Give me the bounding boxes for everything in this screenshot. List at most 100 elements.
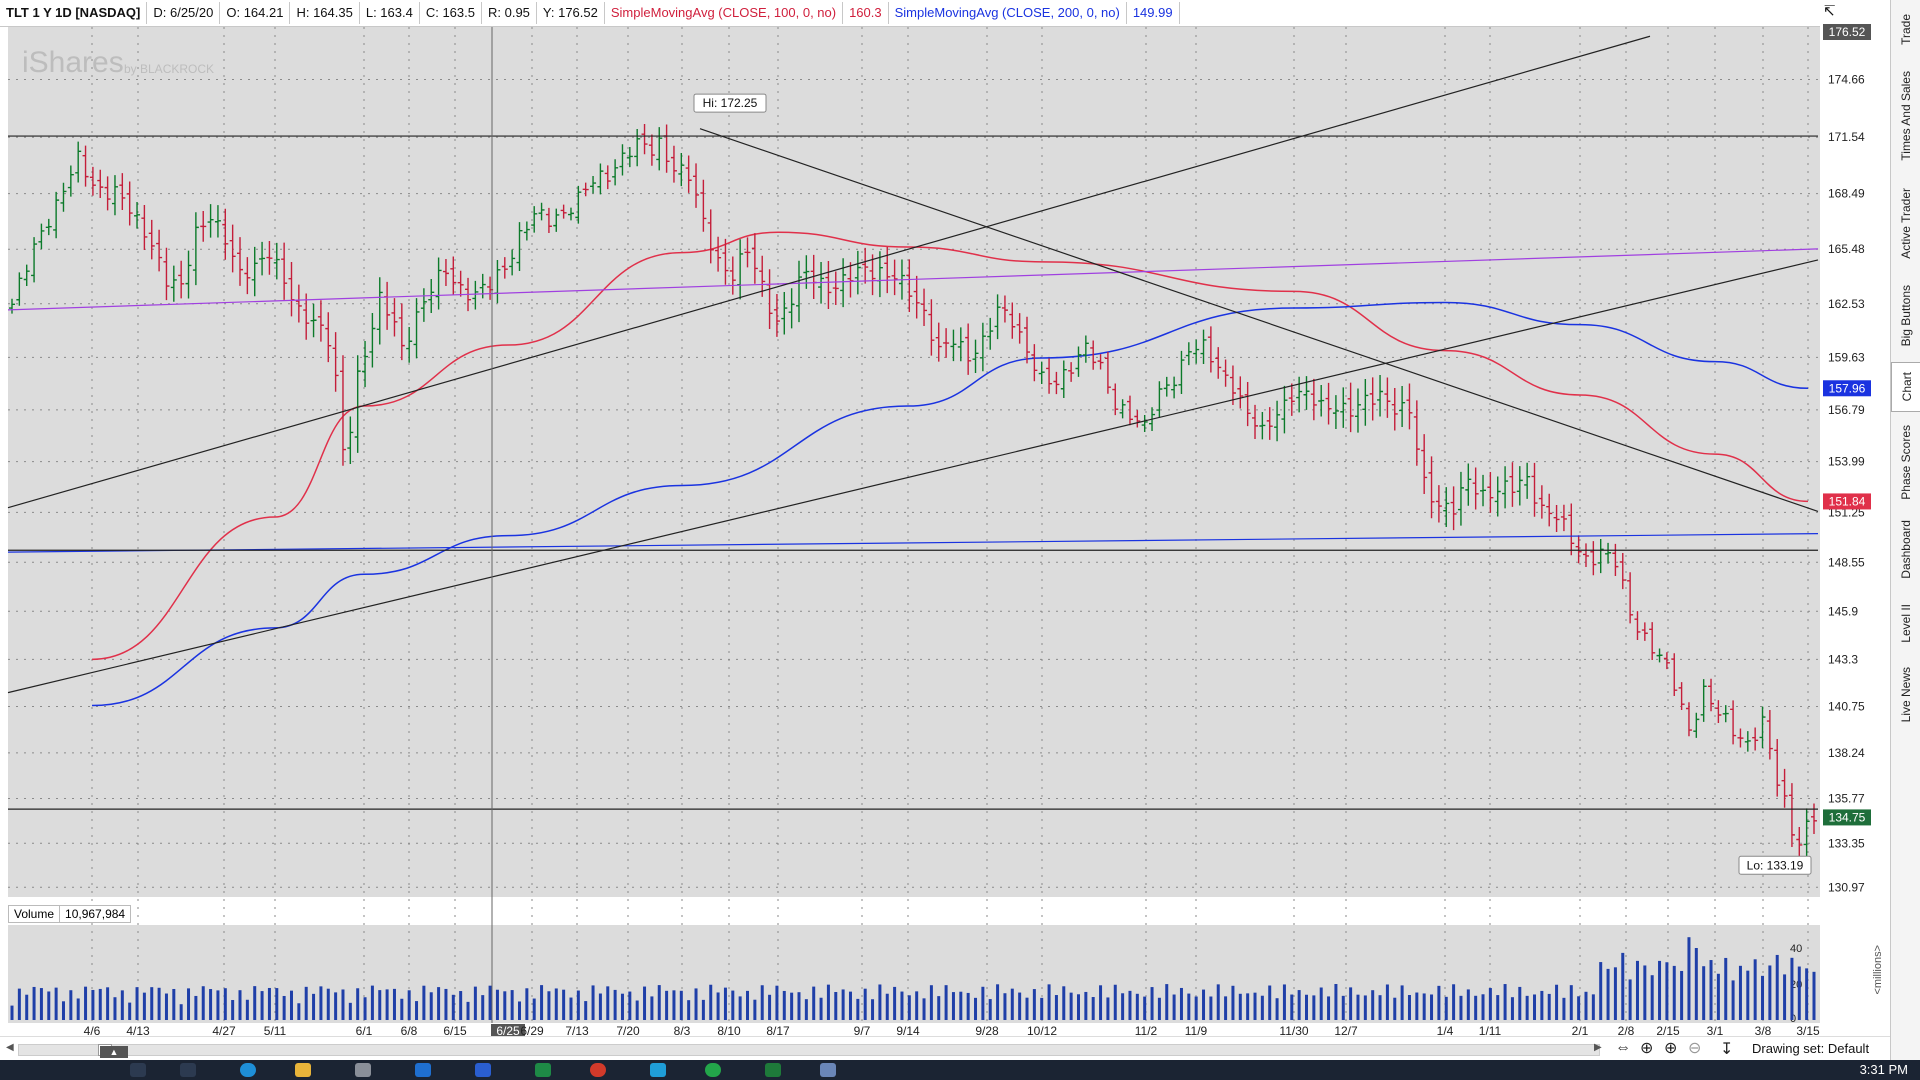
- price-bar: [347, 416, 354, 465]
- volume-bar: [996, 984, 1000, 1020]
- app-blue-icon[interactable]: [820, 1063, 836, 1077]
- price-bar: [641, 123, 648, 155]
- excel-icon[interactable]: [535, 1063, 551, 1077]
- low-value: L: 163.4: [360, 2, 420, 24]
- blue-support-trendline[interactable]: [7, 533, 1819, 553]
- volume-bar: [194, 995, 198, 1020]
- sidebar-tab-live-news[interactable]: Live News: [1891, 660, 1920, 730]
- sidebar-tab-chart[interactable]: Chart: [1891, 362, 1920, 412]
- sidebar-tab-phase-scores[interactable]: Phase Scores: [1891, 418, 1920, 506]
- price-bar: [715, 236, 722, 272]
- rising-trendline-lower[interactable]: [7, 259, 1819, 694]
- sidebar-tab-label: Trade: [1899, 13, 1913, 45]
- price-bar: [1104, 351, 1111, 394]
- drawing-tool-icon[interactable]: ↧: [1720, 1041, 1734, 1058]
- volume-bar: [481, 995, 485, 1020]
- zoom-reset-icon[interactable]: ▲: [100, 1046, 128, 1058]
- sidebar-tab-label: Phase Scores: [1899, 424, 1913, 500]
- volume-bar: [1113, 984, 1117, 1020]
- mail-icon[interactable]: [415, 1063, 431, 1077]
- zoom-out-icon[interactable]: ⊖: [1688, 1040, 1702, 1057]
- sidebar-tab-label: Dashboard: [1899, 519, 1913, 579]
- volume-bar: [1650, 975, 1654, 1020]
- volume-bar: [1106, 997, 1110, 1020]
- price-bar: [1663, 652, 1670, 670]
- app-green-icon[interactable]: [705, 1063, 721, 1077]
- sidebar-tab-times-and-sales[interactable]: Times And Sales: [1891, 62, 1920, 170]
- volume-bar: [731, 990, 735, 1020]
- volume-bar: [746, 990, 750, 1020]
- drawing-set-label[interactable]: Drawing set: Default: [1752, 1041, 1870, 1056]
- volume-bar: [1290, 994, 1294, 1020]
- volume-bar: [834, 992, 838, 1020]
- word-icon[interactable]: [475, 1063, 491, 1077]
- price-bar: [420, 288, 427, 322]
- app-icon[interactable]: [650, 1063, 666, 1077]
- scroll-left-icon[interactable]: ◀: [6, 1042, 14, 1053]
- price-bar: [1178, 350, 1185, 394]
- thinkorswim-icon[interactable]: [765, 1063, 781, 1077]
- price-chart[interactable]: iShares by BLACKROCK Hi: 172.25 Lo: 133.1…: [0, 0, 1890, 1036]
- zoom-in-icon[interactable]: ⊕: [1664, 1040, 1678, 1057]
- price-bar: [1560, 504, 1567, 532]
- chart-style-icon[interactable]: ↸: [1823, 3, 1836, 20]
- price-bar: [1502, 466, 1509, 509]
- sma200-study-label[interactable]: SimpleMovingAvg (CLOSE, 200, 0, no): [889, 2, 1127, 24]
- scroll-right-icon[interactable]: ▶: [1594, 1042, 1602, 1053]
- volume-bar: [922, 998, 926, 1020]
- volume-bar: [988, 999, 992, 1020]
- symbol-label[interactable]: TLT 1 Y 1D [NASDAQ]: [0, 2, 148, 24]
- x-tick-label: 6/8: [401, 1024, 418, 1036]
- y-tick-label: 171.54: [1828, 130, 1865, 144]
- volume-bar: [1054, 995, 1058, 1020]
- volume-bar: [701, 999, 705, 1020]
- chrome-icon[interactable]: [590, 1063, 606, 1077]
- drawn-trendlines[interactable]: [7, 35, 1819, 810]
- volume-bar: [929, 985, 933, 1020]
- falling-trendline[interactable]: [699, 128, 1819, 512]
- sidebar-tab-dashboard[interactable]: Dashboard: [1891, 512, 1920, 586]
- price-bar: [1362, 379, 1369, 426]
- rising-trendline-upper[interactable]: [7, 35, 1651, 509]
- edge-browser-icon[interactable]: [240, 1063, 256, 1077]
- price-bar: [1090, 340, 1097, 370]
- price-bar: [1031, 344, 1038, 382]
- sidebar-tab-active-trader[interactable]: Active Trader: [1891, 178, 1920, 268]
- price-bar: [303, 293, 310, 340]
- price-bar: [45, 218, 52, 236]
- x-tick-label: 3/1: [1707, 1024, 1724, 1036]
- task-view-icon[interactable]: [180, 1063, 196, 1077]
- purple-trendline[interactable]: [7, 248, 1819, 311]
- price-bar: [832, 271, 839, 306]
- volume-bar: [106, 987, 110, 1020]
- volume-bar: [665, 990, 669, 1020]
- volume-bar: [1731, 980, 1735, 1020]
- y-tick-label: 145.9: [1828, 604, 1858, 618]
- crosshair-icon[interactable]: ⊕: [1640, 1040, 1654, 1057]
- sidebar-tab-level-ii[interactable]: Level II: [1891, 594, 1920, 652]
- pan-icon[interactable]: ⇔: [1615, 1039, 1631, 1056]
- time-scrollbar[interactable]: [18, 1044, 1600, 1056]
- price-bar: [332, 332, 339, 392]
- sidebar-tab-trade[interactable]: Trade: [1891, 4, 1920, 54]
- volume-bar: [790, 992, 794, 1020]
- search-icon[interactable]: [130, 1063, 146, 1077]
- price-bar: [1766, 710, 1773, 760]
- volume-bar: [1452, 984, 1456, 1020]
- volume-bar: [1716, 973, 1720, 1020]
- sma100-line: [91, 231, 1809, 661]
- price-bar: [178, 260, 185, 299]
- settings-icon[interactable]: [355, 1063, 371, 1077]
- y-tick-label: 174.66: [1828, 73, 1865, 87]
- price-bar: [921, 288, 928, 326]
- price-bar: [1435, 485, 1442, 523]
- price-bar: [501, 257, 508, 279]
- file-explorer-icon[interactable]: [295, 1063, 311, 1077]
- volume-bar: [473, 986, 477, 1020]
- sma100-study-label[interactable]: SimpleMovingAvg (CLOSE, 100, 0, no): [605, 2, 844, 24]
- ishares-watermark: iShares: [22, 46, 124, 79]
- sidebar-tab-label: Live News: [1899, 667, 1913, 723]
- volume-bar: [1040, 997, 1044, 1020]
- sidebar-tab-big-buttons[interactable]: Big Buttons: [1891, 276, 1920, 356]
- volume-bar: [1658, 960, 1662, 1020]
